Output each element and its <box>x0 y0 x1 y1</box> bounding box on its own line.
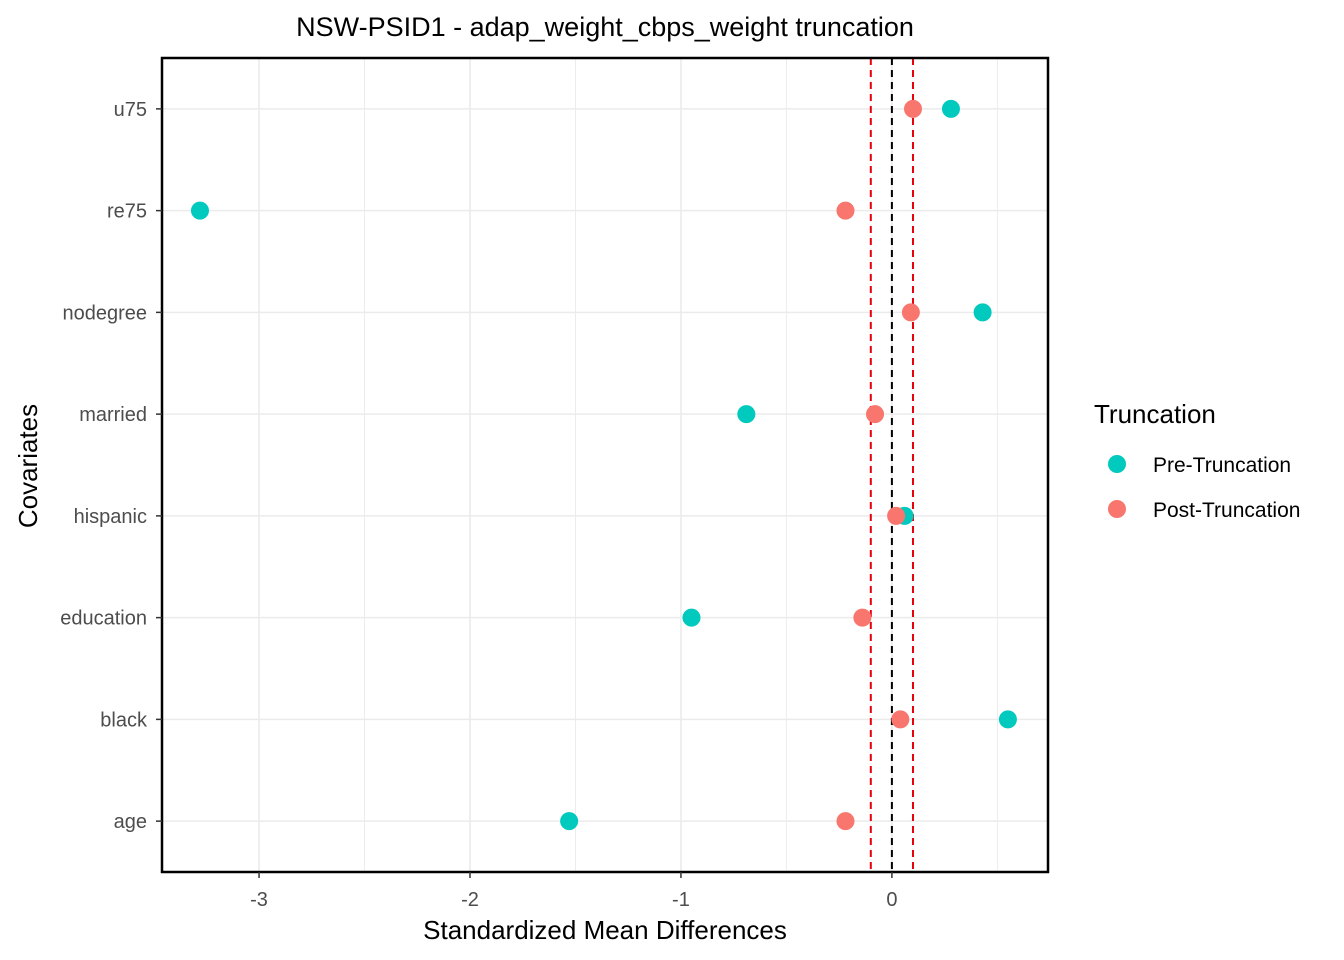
legend: Truncation Pre-Truncation Post-Truncation <box>1094 399 1300 522</box>
y-tick-label-age: age <box>114 811 147 833</box>
y-tick-label-education: education <box>60 608 147 630</box>
chart-title: NSW-PSID1 - adap_weight_cbps_weight trun… <box>296 12 914 42</box>
y-tick-label-black: black <box>100 709 148 731</box>
point-pre-truncation-re75 <box>190 201 209 220</box>
point-post-truncation-nodegree <box>901 303 920 322</box>
y-tick-label-re75: re75 <box>107 201 147 223</box>
legend-key-post-truncation <box>1108 500 1126 518</box>
point-post-truncation-married <box>866 405 885 424</box>
point-pre-truncation-u75 <box>941 99 960 118</box>
point-pre-truncation-age <box>560 812 579 831</box>
legend-label-post-truncation: Post-Truncation <box>1153 499 1300 522</box>
point-post-truncation-age <box>836 812 855 831</box>
point-pre-truncation-education <box>682 608 701 627</box>
point-post-truncation-hispanic <box>887 506 906 525</box>
point-pre-truncation-married <box>737 405 756 424</box>
plot-panel-border <box>160 56 1050 874</box>
point-pre-truncation-nodegree <box>973 303 992 322</box>
x-tick-label: 0 <box>886 889 897 911</box>
x-tick-label: -1 <box>672 889 690 911</box>
point-post-truncation-u75 <box>903 99 922 118</box>
y-tick-label-married: married <box>79 404 147 426</box>
grid-lines <box>162 58 1048 872</box>
x-axis-ticks: -3 -2 -1 0 <box>250 872 897 911</box>
y-tick-label-nodegree: nodegree <box>62 302 147 324</box>
point-post-truncation-black <box>891 710 910 729</box>
point-post-truncation-re75 <box>836 201 855 220</box>
y-tick-label-hispanic: hispanic <box>74 506 147 528</box>
y-axis-ticks: age black education hispanic married nodegree… <box>60 99 162 833</box>
x-tick-label: -2 <box>461 889 479 911</box>
point-post-truncation-education <box>853 608 872 627</box>
y-tick-label-u75: u75 <box>114 99 147 121</box>
point-pre-truncation-black <box>998 710 1017 729</box>
y-axis-title: Covariates <box>13 404 43 528</box>
legend-label-pre-truncation: Pre-Truncation <box>1153 454 1291 477</box>
legend-items: Pre-Truncation Post-Truncation <box>1108 454 1300 522</box>
legend-key-pre-truncation <box>1108 455 1126 473</box>
reference-lines <box>869 58 914 872</box>
x-tick-label: -3 <box>250 889 268 911</box>
x-axis-title: Standardized Mean Differences <box>423 915 787 945</box>
legend-title: Truncation <box>1094 399 1216 429</box>
data-points <box>190 99 1017 831</box>
